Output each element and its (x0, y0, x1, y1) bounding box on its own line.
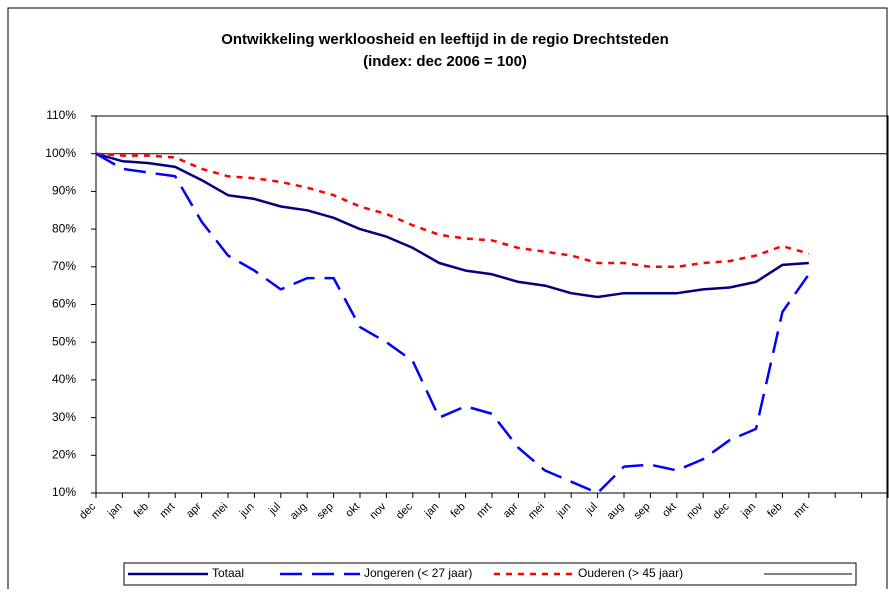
legend-box (123, 562, 857, 586)
legend-label: Jongeren (< 27 jaar) (364, 566, 472, 580)
chart-subtitle: (index: dec 2006 = 100) (363, 53, 527, 70)
legend-label: Totaal (212, 566, 244, 580)
y-tick-label: 20% (52, 447, 76, 461)
chart-border (7, 7, 888, 594)
y-tick-label: 110% (46, 108, 76, 122)
y-tick-label: 30% (52, 410, 76, 424)
y-tick-label: 80% (52, 221, 76, 235)
series-line (95, 152, 810, 269)
y-tick-label: 70% (52, 259, 76, 273)
series-line (95, 152, 809, 299)
legend-label: Ouderen (> 45 jaar) (578, 566, 683, 580)
series-line (95, 152, 810, 495)
y-tick-label: 100% (45, 146, 76, 160)
y-tick-label: 10% (52, 485, 76, 499)
y-tick-label: 90% (52, 184, 76, 198)
y-tick-label: 60% (52, 297, 76, 311)
chart-title: Ontwikkeling werkloosheid en leeftijd in… (221, 31, 669, 48)
y-tick-label: 50% (52, 334, 76, 348)
y-tick-label: 40% (52, 372, 76, 386)
